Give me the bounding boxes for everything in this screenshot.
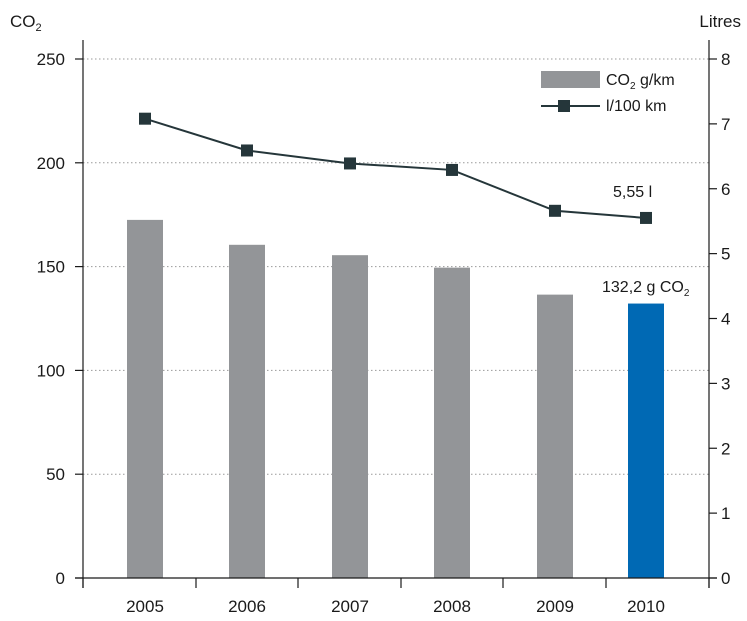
line-point-2007 (344, 157, 356, 170)
bar-2007 (332, 255, 368, 578)
line-point-2008 (446, 163, 458, 176)
left-tick-label-200: 200 (37, 154, 65, 173)
legend-bar-label: CO2 g/km (606, 72, 675, 92)
right-tick-label-8: 8 (721, 50, 730, 69)
line-point-2009 (549, 204, 561, 217)
legend-line-marker (558, 100, 570, 112)
left-tick-label-100: 100 (37, 361, 65, 380)
line-point-2005 (139, 112, 151, 125)
left-tick-label-150: 150 (37, 258, 65, 277)
bar-2009 (537, 294, 573, 578)
x-tick-label-2007: 2007 (331, 597, 369, 616)
left-tick-label-250: 250 (37, 50, 65, 69)
line-point-2010 (640, 211, 652, 224)
right-tick-label-5: 5 (721, 245, 730, 264)
right-axis-title: Litres (699, 12, 741, 31)
right-tick-label-3: 3 (721, 374, 730, 393)
x-tick-label-2008: 2008 (433, 597, 471, 616)
x-tick-label-2005: 2005 (126, 597, 164, 616)
consumption-line (139, 112, 652, 224)
left-axis-title: CO2 (10, 12, 42, 34)
bar-2005 (127, 219, 163, 578)
x-tick-label-2009: 2009 (536, 597, 574, 616)
annotation-line-last: 5,55 l (613, 184, 652, 201)
bars (127, 219, 664, 578)
x-tick-label-2006: 2006 (228, 597, 266, 616)
line-point-2006 (241, 144, 253, 157)
legend-bar-swatch (541, 71, 600, 88)
bar-2006 (229, 244, 265, 578)
consumption-polyline (144, 117, 647, 219)
right-tick-label-4: 4 (721, 310, 730, 329)
gridlines (83, 58, 709, 475)
right-tick-label-0: 0 (721, 569, 730, 588)
bar-2010 (628, 303, 664, 578)
annotation-bar-last: 132,2 g CO2 (602, 279, 690, 299)
legend-line-label: l/100 km (606, 98, 666, 115)
right-tick-label-1: 1 (721, 504, 730, 523)
axes: 0 50 100 150 200 250 0 1 2 3 4 5 6 7 8 2005 2006 2007 2008… (37, 40, 730, 616)
right-tick-label-7: 7 (721, 115, 730, 134)
x-tick-label-2010: 2010 (627, 597, 665, 616)
right-tick-label-6: 6 (721, 180, 730, 199)
left-tick-label-0: 0 (56, 569, 65, 588)
right-tick-label-2: 2 (721, 439, 730, 458)
legend: CO2 g/km l/100 km (541, 71, 675, 115)
left-tick-label-50: 50 (46, 465, 65, 484)
bar-2008 (434, 267, 470, 578)
